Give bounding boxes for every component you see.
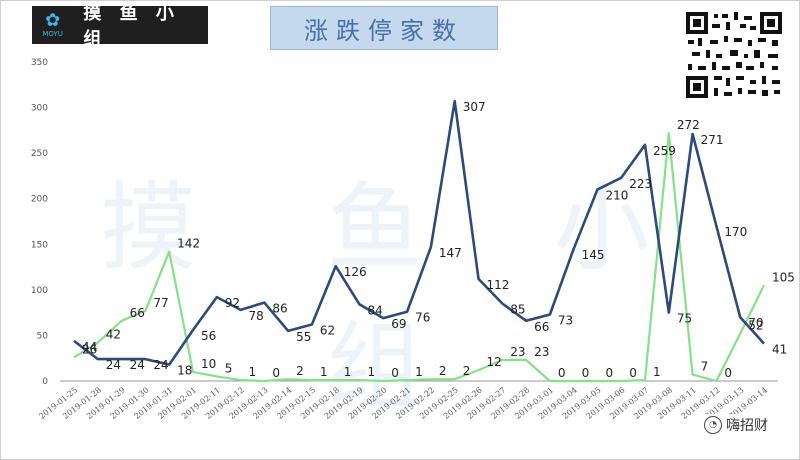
data-label-up: 24 (153, 358, 168, 372)
data-label-down: 52 (748, 319, 763, 333)
data-label-down: 272 (677, 118, 700, 132)
data-label-up: 271 (701, 133, 724, 147)
y-tick-label: 100 (31, 286, 48, 296)
data-label-down: 5 (225, 361, 233, 375)
data-label-down: 0 (558, 366, 566, 380)
data-label-up: 85 (510, 303, 525, 317)
fish-logo-icon: ✿ MOYU (42, 10, 63, 39)
data-label-up: 41 (772, 343, 787, 357)
data-label-down: 0 (605, 366, 613, 380)
data-label-down: 1 (344, 365, 352, 379)
data-label-up: 84 (368, 303, 383, 317)
data-label-down: 105 (772, 270, 795, 284)
data-label-up: 112 (486, 278, 509, 292)
x-axis-ticks: 2019-01-252019-01-282019-01-292019-01-30… (37, 385, 769, 420)
data-label-up: 24 (130, 358, 145, 372)
data-label-down: 142 (177, 237, 200, 251)
data-label-up: 18 (177, 364, 192, 378)
data-label-down: 0 (629, 366, 637, 380)
data-label-up: 210 (605, 189, 628, 203)
data-label-down: 1 (249, 365, 257, 379)
chart-title-box: 涨跌停家数 (270, 6, 498, 50)
data-label-up: 126 (344, 265, 367, 279)
wechat-icon: ◔ (704, 416, 722, 434)
data-label-down: 2 (439, 364, 447, 378)
data-label-down: 23 (510, 345, 525, 359)
data-label-up: 44 (82, 340, 97, 354)
y-tick-label: 0 (42, 377, 48, 387)
data-label-down: 0 (582, 366, 590, 380)
data-label-down: 2 (296, 364, 304, 378)
data-label-up: 69 (391, 317, 406, 331)
data-label-up: 170 (724, 225, 747, 239)
y-tick-label: 300 (31, 104, 48, 114)
data-label-up: 86 (272, 302, 287, 316)
series-line-down (73, 132, 765, 383)
credit-badge: ◔ 嗨招财 (700, 414, 772, 436)
y-axis-ticks: 0 50 100 150 200 250 300 350 (31, 58, 48, 387)
data-label-down: 42 (106, 328, 121, 342)
y-tick-label: 50 (37, 331, 49, 341)
data-label-down: 2 (463, 364, 471, 378)
data-label-down: 0 (724, 366, 732, 380)
series-lines (73, 99, 765, 383)
data-label-down: 23 (534, 345, 549, 359)
data-label-up: 66 (534, 320, 549, 334)
qr-code-icon (684, 10, 784, 100)
data-label-up: 55 (296, 330, 311, 344)
logo-sub-text: MOYU (42, 30, 63, 38)
data-label-up: 223 (629, 177, 652, 191)
data-label-down: 66 (130, 306, 145, 320)
y-tick-label: 150 (31, 240, 48, 250)
logo: ✿ MOYU 摸 鱼 小 组 (32, 3, 208, 50)
data-label-down: 10 (201, 357, 216, 371)
data-label-down: 1 (368, 365, 376, 379)
data-label-down: 26 (82, 342, 97, 356)
logo-text: 摸 鱼 小 组 (83, 3, 180, 50)
y-tick-label: 250 (31, 149, 48, 159)
data-label-down: 1 (320, 365, 328, 379)
data-label-down: 12 (486, 355, 501, 369)
series-line-up (73, 99, 765, 366)
y-tick-label: 200 (31, 195, 48, 205)
data-label-up: 62 (320, 323, 335, 337)
data-label-up: 92 (225, 296, 240, 310)
chart-title: 涨跌停家数 (304, 16, 464, 45)
credit-label: 嗨招财 (726, 418, 768, 434)
data-label-up: 24 (106, 358, 121, 372)
data-label-up: 76 (415, 311, 430, 325)
data-label-down: 77 (153, 296, 168, 310)
data-label-down: 0 (391, 366, 399, 380)
data-label-up: 147 (439, 246, 462, 260)
data-label-up: 73 (558, 313, 573, 327)
data-label-down: 7 (701, 360, 709, 374)
data-label-down: 0 (272, 366, 280, 380)
data-label-down: 1 (653, 365, 661, 379)
data-label-up: 70 (748, 316, 763, 330)
data-label-up: 307 (463, 100, 486, 114)
data-label-up: 145 (582, 248, 605, 262)
data-label-up: 56 (201, 329, 216, 343)
data-label-up: 78 (249, 309, 264, 323)
data-label-up: 259 (653, 144, 676, 158)
y-tick-label: 350 (31, 58, 48, 68)
data-label-down: 1 (415, 365, 423, 379)
data-label-up: 75 (677, 312, 692, 326)
